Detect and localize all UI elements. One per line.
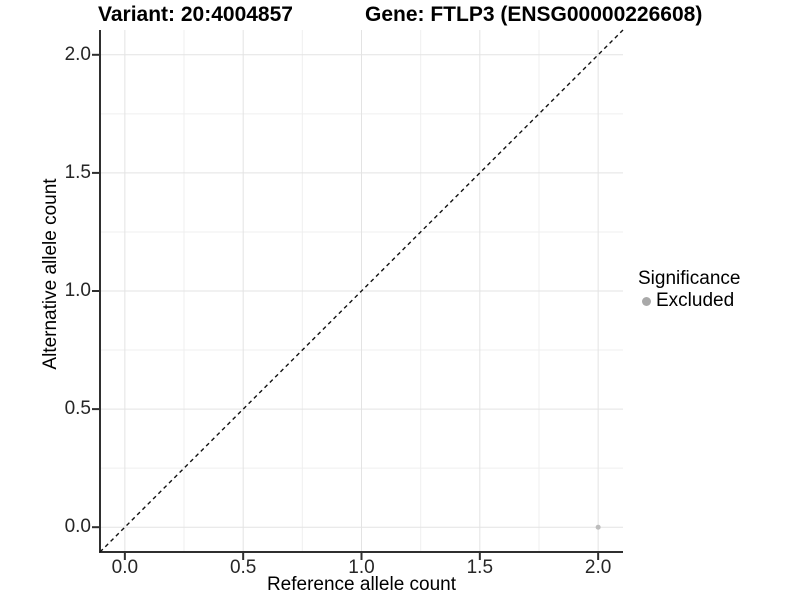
x-tick-label: 0.5 [229,557,257,578]
x-tick-label: 1.0 [348,557,375,578]
identity-dashed-line [99,29,624,553]
x-tick-label: 2.0 [584,557,612,578]
legend: Significance Excluded [638,268,740,311]
x-tick-label: 0.0 [111,557,139,578]
legend-item: Excluded [638,291,740,311]
y-tick-label: 2.0 [64,43,91,65]
legend-title: Significance [638,268,741,289]
y-tick-label: 0.5 [64,398,91,420]
variant-title: Variant: 20:4004857 [98,3,293,26]
legend-point-icon [642,296,651,306]
data-point [595,524,601,530]
y-tick-label: 0.0 [64,516,91,538]
y-tick-label: 1.0 [64,280,91,301]
y-axis-title: Alternative allele count [40,178,61,370]
y-tick-label: 1.5 [64,161,91,183]
x-axis-title: Reference allele count [266,574,457,595]
legend-item-label: Excluded [656,290,735,311]
gene-title: Gene: FTLP3 (ENSG00000226608) [365,3,703,26]
legend-items: Excluded [638,291,740,311]
x-tick-label: 1.5 [466,557,494,578]
